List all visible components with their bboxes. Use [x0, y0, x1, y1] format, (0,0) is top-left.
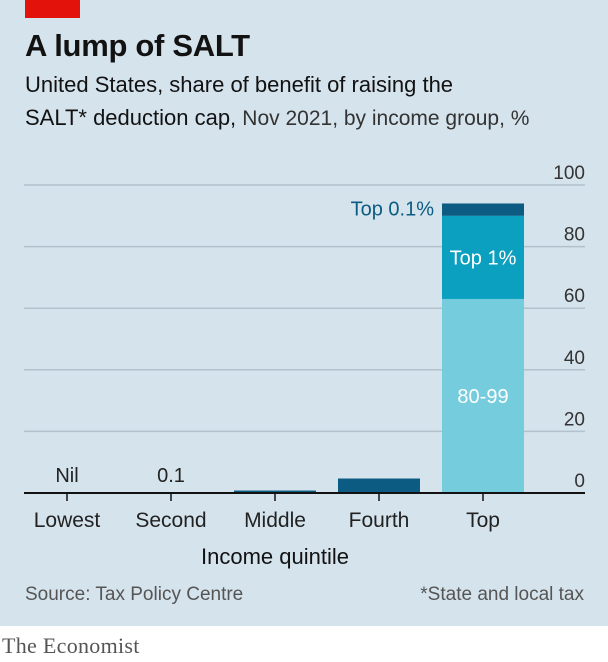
x-tick-label-middle: Middle: [244, 509, 306, 532]
bar-top-3: [442, 203, 524, 216]
y-tick-label: 80: [564, 225, 585, 246]
x-tick-label-second: Second: [135, 509, 206, 532]
y-tick-label: 60: [564, 286, 585, 307]
subtitle-light: Nov 2021, by income group, %: [242, 107, 530, 130]
chart-subtitle-line2: SALT* deduction cap, Nov 2021, by income…: [25, 105, 529, 131]
subtitle-strong: SALT* deduction cap,: [25, 105, 237, 130]
series-label-top-1: Top 1%: [450, 247, 517, 269]
bar-middle-1: [234, 490, 316, 493]
x-tick-label-fourth: Fourth: [349, 509, 410, 532]
x-axis: Lowest Second Middle Fourth Top Income quinti…: [24, 492, 585, 569]
chart-title: A lump of SALT: [25, 28, 250, 63]
value-label-second: 0.1: [157, 465, 185, 487]
labels: 0 20 40 60 80 100 Nil 0.1 80-99 Top 1% Top 0.1%: [55, 163, 585, 492]
economist-brand: The Economist: [2, 633, 140, 658]
y-tick-label: 100: [553, 163, 585, 184]
footnote: *State and local tax: [420, 584, 584, 605]
x-axis-label: Income quintile: [201, 544, 349, 569]
value-label-lowest: Nil: [55, 465, 78, 487]
bar-top-1: [442, 298, 524, 493]
series-label-top-0-1: Top 0.1%: [351, 199, 435, 221]
bar-top-2: [442, 215, 524, 299]
bar-fourth-1: [338, 478, 420, 493]
x-tick-label-lowest: Lowest: [34, 509, 101, 532]
bars: [130, 203, 524, 494]
brand-red-tag: [25, 0, 80, 18]
bar-chart: Lowest Second Middle Fourth Top Income quinti…: [24, 163, 585, 569]
y-tick-label: 40: [564, 348, 585, 369]
y-tick-label: 0: [574, 471, 585, 492]
x-tick-label-top: Top: [466, 509, 500, 532]
y-tick-label: 20: [564, 409, 585, 430]
chart-card: A lump of SALT United States, share of b…: [0, 0, 608, 626]
source-note: Source: Tax Policy Centre: [25, 584, 244, 605]
series-label-80-99: 80-99: [457, 386, 508, 408]
chart-subtitle-line1: United States, share of benefit of raisi…: [25, 72, 454, 97]
